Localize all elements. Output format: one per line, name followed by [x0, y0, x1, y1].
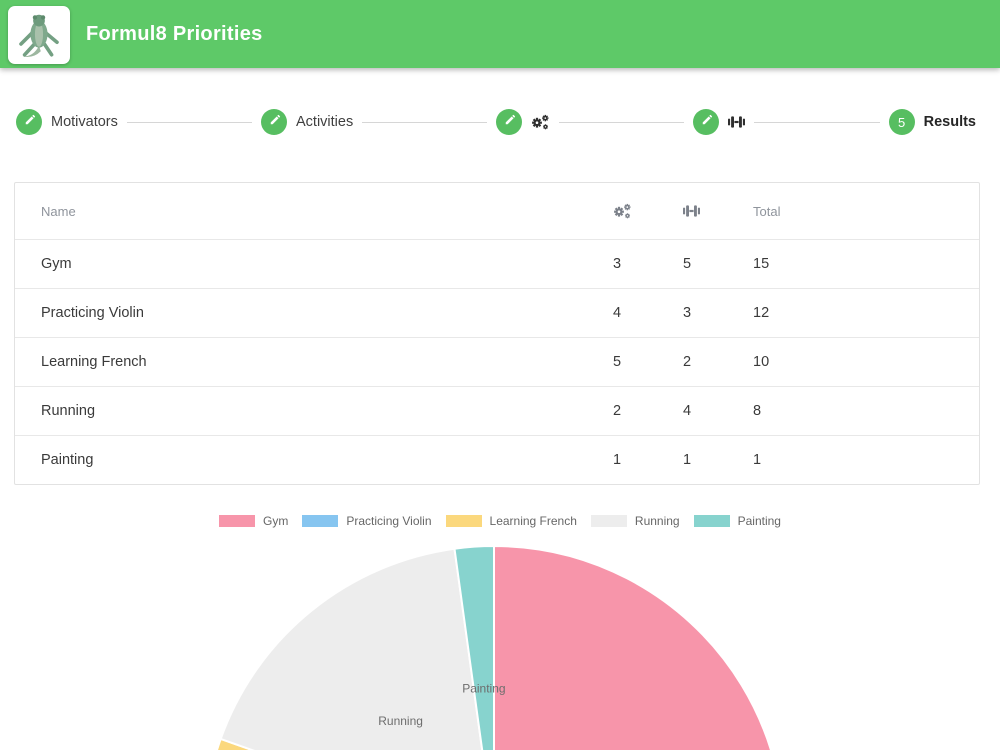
effort-score-cell: 5: [683, 256, 692, 272]
column-header-effort: [683, 203, 753, 219]
activity-name-cell: Painting: [41, 452, 94, 468]
motivation-score-cell: 4: [613, 305, 622, 321]
table-row: Learning French 5 2 10: [15, 337, 979, 386]
app-logo: [8, 5, 70, 64]
stepper: Motivators Activities 5 Results: [0, 95, 1000, 149]
step-circle: [496, 109, 523, 135]
table-row: Running 2 4 8: [15, 386, 979, 435]
pie-slice-painting[interactable]: [453, 544, 495, 750]
total-score-cell: 15: [753, 256, 770, 272]
chart-legend: Gym Practicing Violin Learning French Runni…: [0, 514, 1000, 528]
pie-slice-gym[interactable]: [493, 544, 784, 750]
legend-swatch: [445, 515, 482, 527]
stepper-connector: [126, 121, 253, 123]
total-score-cell: 10: [753, 354, 770, 370]
stepper-step-effort-scores[interactable]: [693, 109, 746, 135]
cogs-icon: [531, 114, 550, 131]
dumbbell-icon: [728, 114, 746, 130]
table-row: Practicing Violin 4 3 12: [15, 288, 979, 337]
column-header-total: Total: [753, 203, 781, 219]
effort-score-cell: 3: [683, 305, 692, 321]
legend-item-painting[interactable]: Painting: [693, 514, 781, 528]
step-circle: [693, 109, 720, 135]
pie-slice-label-running: Running: [378, 714, 423, 728]
activity-name-cell: Gym: [41, 256, 72, 272]
pie-slice-running[interactable]: [219, 547, 494, 750]
effort-score-cell: 2: [683, 354, 692, 370]
legend-label: Gym: [263, 514, 289, 528]
step-circle-number: 5: [888, 109, 915, 135]
cogs-icon: [613, 203, 683, 220]
activity-name-cell: Learning French: [41, 354, 147, 370]
pencil-icon: [23, 114, 36, 130]
legend-swatch: [590, 515, 627, 527]
motivation-score-cell: 2: [613, 403, 622, 419]
legend-swatch: [219, 515, 256, 527]
column-header-name: Name: [41, 203, 76, 219]
step-circle: [261, 109, 288, 135]
stepper-step-activities[interactable]: Activities: [261, 109, 353, 135]
stepper-connector: [559, 121, 685, 123]
page-title: Formul8 Priorities: [86, 22, 263, 45]
motivation-score-cell: 3: [613, 256, 622, 272]
motivation-score-cell: 1: [613, 452, 622, 468]
effort-score-cell: 4: [683, 403, 692, 419]
stepper-step-motivators[interactable]: Motivators: [16, 109, 118, 135]
legend-item-practicing-violin[interactable]: Practicing Violin: [302, 514, 432, 528]
legend-item-running[interactable]: Running: [590, 514, 680, 528]
effort-score-cell: 1: [683, 452, 692, 468]
legend-label: Running: [634, 514, 680, 528]
table-header-row: Name Total: [15, 183, 979, 239]
pie-slice-label-painting: Painting: [462, 681, 505, 695]
column-header-motivation: [613, 203, 683, 220]
legend-label: Practicing Violin: [346, 514, 432, 528]
step-label-activities: Activities: [296, 114, 354, 130]
stepper-connector: [754, 121, 880, 123]
pencil-icon: [268, 114, 281, 130]
app-header: Formul8 Priorities: [0, 0, 1000, 68]
total-score-cell: 12: [753, 305, 770, 321]
table-row: Painting 1 1 1: [15, 435, 979, 484]
table-body: Gym 3 5 15 Practicing Violin 4 3 12 Lear…: [15, 239, 979, 484]
step-circle: [16, 109, 42, 135]
table-row: Gym 3 5 15: [15, 239, 979, 288]
legend-label: Painting: [737, 514, 781, 528]
activity-name-cell: Practicing Violin: [41, 305, 144, 321]
activity-name-cell: Running: [41, 403, 96, 419]
legend-item-gym[interactable]: Gym: [219, 514, 288, 528]
pencil-icon: [700, 114, 713, 130]
stepper-connector: [362, 121, 488, 123]
legend-swatch: [302, 515, 339, 527]
legend-label: Learning French: [489, 514, 577, 528]
step-label-results: Results: [923, 114, 976, 130]
stepper-step-motivation-scores[interactable]: [496, 109, 550, 135]
pencil-icon: [503, 114, 516, 130]
dumbbell-icon: [683, 203, 753, 219]
total-score-cell: 1: [753, 452, 762, 468]
legend-swatch: [693, 515, 730, 527]
stepper-step-results[interactable]: 5 Results: [888, 109, 976, 135]
step-label-motivators: Motivators: [51, 114, 118, 130]
results-table: Name Total Gym 3 5 15 Practicing Violin …: [14, 182, 980, 485]
total-score-cell: 8: [753, 403, 762, 419]
motivation-score-cell: 5: [613, 354, 622, 370]
legend-item-learning-french[interactable]: Learning French: [445, 514, 577, 528]
gecko-logo-image: [19, 14, 59, 57]
